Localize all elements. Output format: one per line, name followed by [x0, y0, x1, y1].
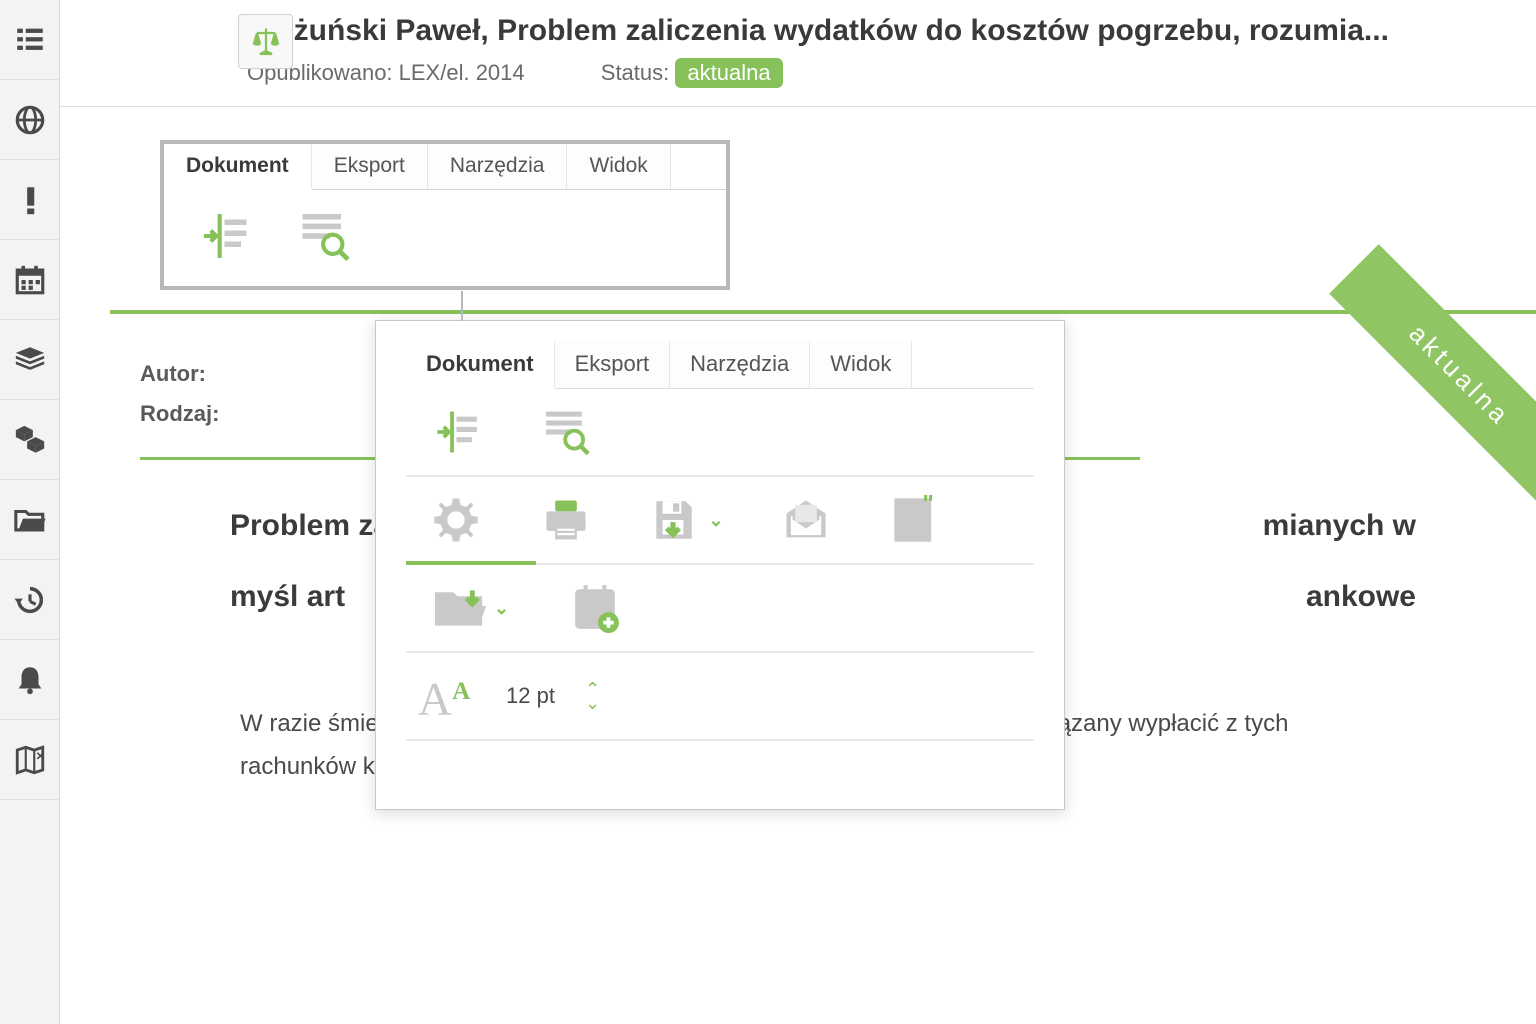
toolbar: Dokument Eksport Narzędzia Widok [160, 140, 730, 290]
popup-row-2: ⌄ " [406, 477, 1034, 565]
sidebar-item-bell[interactable] [0, 640, 60, 720]
svg-text:✕: ✕ [36, 751, 46, 763]
popup-tabs: Dokument Eksport Narzędzia Widok [406, 341, 1034, 389]
sidebar-item-stack[interactable] [0, 320, 60, 400]
popup-row-1 [406, 389, 1034, 477]
chevron-down-icon[interactable]: ⌄ [494, 598, 509, 619]
chevron-down-icon[interactable]: ⌄ [708, 510, 723, 531]
sidebar-item-folder[interactable] [0, 480, 60, 560]
sidebar-item-globe[interactable] [0, 80, 60, 160]
sidebar-item-alert[interactable] [0, 160, 60, 240]
quote-icon[interactable]: " [876, 495, 956, 545]
tab-widok[interactable]: Widok [567, 144, 670, 189]
search-in-doc-icon[interactable] [294, 208, 354, 263]
stepper-down-icon[interactable]: ⌄ [585, 696, 600, 710]
email-icon[interactable] [766, 495, 846, 545]
settings-icon[interactable] [416, 495, 496, 545]
svg-text:": " [923, 494, 934, 517]
save-icon[interactable]: ⌄ [636, 495, 736, 545]
search-in-doc-icon[interactable] [526, 407, 606, 457]
sidebar: ✕ [0, 0, 60, 1024]
sidebar-item-cubes[interactable] [0, 400, 60, 480]
font-size-stepper[interactable]: ⌃ ⌄ [585, 682, 600, 711]
sidebar-item-history[interactable] [0, 560, 60, 640]
toolbar-tabs: Dokument Eksport Narzędzia Widok [164, 144, 726, 190]
folder-download-icon[interactable]: ⌄ [416, 583, 526, 633]
indent-icon[interactable] [194, 208, 254, 263]
calendar-add-icon[interactable] [556, 583, 636, 633]
popup-tab-eksport[interactable]: Eksport [555, 341, 671, 388]
meta-rodzaj: Rodzaj: [140, 394, 250, 434]
font-size-value: 12 pt [506, 683, 555, 709]
document-type-icon [238, 14, 293, 69]
popup-tab-dokument[interactable]: Dokument [406, 341, 555, 389]
document-meta: Opublikowano: LEX/el. 2014 Status: aktua… [247, 58, 1506, 88]
tab-eksport[interactable]: Eksport [312, 144, 428, 189]
popup-row-fontsize: AA 12 pt ⌃ ⌄ [406, 653, 1034, 741]
print-icon[interactable] [526, 495, 606, 545]
popup-row-3: ⌄ [406, 565, 1034, 653]
indent-icon[interactable] [416, 407, 496, 457]
svg-text:A: A [452, 678, 470, 705]
svg-text:A: A [418, 674, 452, 719]
popup-tab-narzedzia[interactable]: Narzędzia [670, 341, 810, 388]
tab-dokument[interactable]: Dokument [164, 144, 312, 190]
sidebar-item-list[interactable] [0, 0, 60, 80]
tab-narzedzia[interactable]: Narzędzia [428, 144, 568, 189]
font-size-icon: AA [416, 671, 476, 721]
meta-autor: Autor: [140, 354, 250, 394]
popup-tab-widok[interactable]: Widok [810, 341, 912, 388]
status-label: Status: [601, 60, 669, 85]
status-badge: aktualna [675, 58, 782, 88]
sidebar-item-calendar[interactable] [0, 240, 60, 320]
toolbar-popup: Dokument Eksport Narzędzia Widok ⌄ " [375, 320, 1065, 810]
header: Bieżuński Paweł, Problem zaliczenia wyda… [60, 0, 1536, 107]
sidebar-item-map[interactable]: ✕ [0, 720, 60, 800]
document-title: Bieżuński Paweł, Problem zaliczenia wyda… [247, 14, 1506, 48]
